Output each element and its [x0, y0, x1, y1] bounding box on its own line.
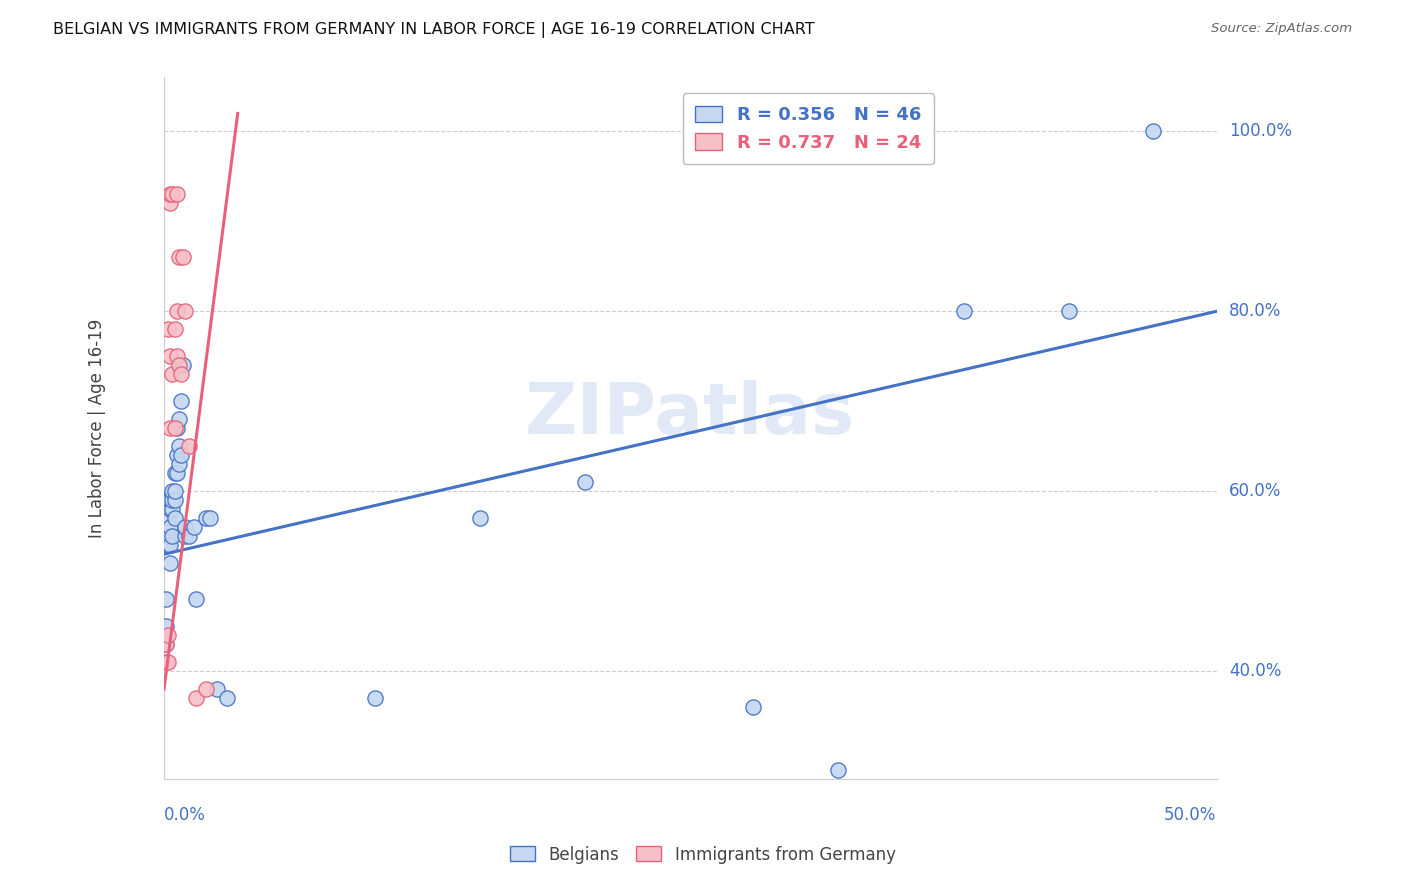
Point [195, 511, 218, 525]
Point [162, 484, 184, 499]
Point [166, 304, 188, 318]
Point [159, 502, 181, 516]
Text: 0.0%: 0.0% [165, 806, 205, 824]
Point [159, 538, 181, 552]
Point [162, 529, 184, 543]
Point [183, 520, 205, 534]
Point [170, 368, 193, 382]
Point [742, 700, 765, 714]
Point [163, 421, 186, 435]
Point [157, 538, 180, 552]
Point [159, 520, 181, 534]
Point [155, 592, 177, 607]
Text: 40.0%: 40.0% [1229, 662, 1281, 680]
Point [166, 349, 188, 363]
Point [157, 322, 180, 336]
Point [166, 448, 188, 462]
Point [159, 196, 181, 211]
Point [174, 304, 197, 318]
Point [200, 511, 222, 525]
Point [167, 359, 190, 373]
Point [162, 493, 184, 508]
Point [155, 637, 177, 651]
Text: 100.0%: 100.0% [1229, 122, 1292, 140]
Point [363, 691, 385, 706]
Point [155, 637, 177, 651]
Point [195, 682, 218, 697]
Point [159, 556, 181, 570]
Point [163, 493, 186, 508]
Point [172, 251, 194, 265]
Point [157, 628, 180, 642]
Point [170, 394, 193, 409]
Text: In Labor Force | Age 16-19: In Labor Force | Age 16-19 [87, 318, 105, 538]
Point [157, 511, 180, 525]
Point [167, 439, 190, 453]
Point [167, 457, 190, 471]
Point [162, 368, 184, 382]
Point [155, 655, 177, 669]
Text: BELGIAN VS IMMIGRANTS FROM GERMANY IN LABOR FORCE | AGE 16-19 CORRELATION CHART: BELGIAN VS IMMIGRANTS FROM GERMANY IN LA… [53, 22, 815, 38]
Point [159, 187, 181, 202]
Point [827, 763, 849, 777]
Text: 80.0%: 80.0% [1229, 302, 1281, 320]
Point [159, 421, 181, 435]
Point [468, 511, 491, 525]
Point [217, 691, 239, 706]
Point [155, 619, 177, 633]
Point [179, 439, 201, 453]
Point [163, 484, 186, 499]
Point [162, 187, 184, 202]
Point [167, 412, 190, 426]
Point [205, 682, 228, 697]
Point [159, 493, 181, 508]
Point [163, 511, 186, 525]
Point [574, 475, 596, 490]
Point [157, 655, 180, 669]
Text: ZIPatlas: ZIPatlas [526, 380, 855, 449]
Text: 60.0%: 60.0% [1229, 483, 1281, 500]
Point [953, 304, 976, 318]
Point [172, 359, 194, 373]
Point [1057, 304, 1080, 318]
Point [159, 349, 181, 363]
Legend: R = 0.356   N = 46, R = 0.737   N = 24: R = 0.356 N = 46, R = 0.737 N = 24 [683, 94, 934, 164]
Point [157, 493, 180, 508]
Point [174, 520, 197, 534]
Point [179, 529, 201, 543]
Point [162, 502, 184, 516]
Point [184, 592, 207, 607]
Point [166, 421, 188, 435]
Point [184, 691, 207, 706]
Point [157, 529, 180, 543]
Point [170, 448, 193, 462]
Point [166, 467, 188, 481]
Point [167, 251, 190, 265]
Text: 50.0%: 50.0% [1164, 806, 1216, 824]
Point [163, 322, 186, 336]
Point [174, 529, 197, 543]
Point [1142, 124, 1164, 138]
Point [163, 467, 186, 481]
Point [166, 187, 188, 202]
Text: Source: ZipAtlas.com: Source: ZipAtlas.com [1212, 22, 1353, 36]
Legend: Belgians, Immigrants from Germany: Belgians, Immigrants from Germany [503, 839, 903, 871]
